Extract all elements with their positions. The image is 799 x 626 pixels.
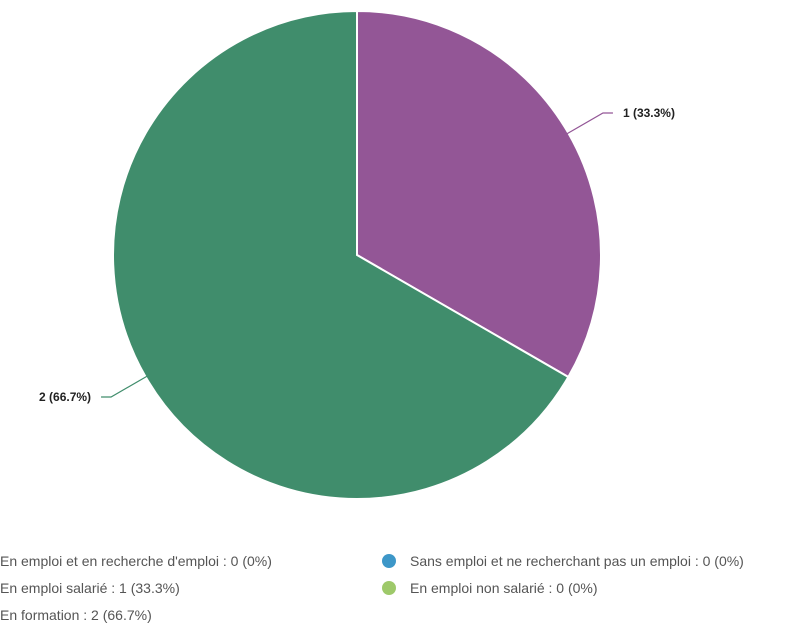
slice-leader-line [566, 112, 613, 135]
legend-item-en-recherche[interactable]: En emploi et en recherche d'emploi : 0 (… [0, 551, 272, 571]
slice-label: 1 (33.3%) [623, 106, 675, 120]
legend-swatch [382, 554, 396, 568]
legend-label: En formation : 2 (66.7%) [0, 607, 152, 623]
slice-leader-line [101, 375, 148, 398]
legend-label: En emploi non salarié : 0 (0%) [410, 580, 598, 596]
legend-swatch [382, 581, 396, 595]
pie-plot-area: 1 (33.3%) 2 (66.7%) [39, 9, 675, 500]
legend-item-salarie[interactable]: En emploi salarié : 1 (33.3%) [0, 578, 180, 598]
legend-label: En emploi salarié : 1 (33.3%) [0, 580, 180, 596]
legend-label: Sans emploi et ne recherchant pas un emp… [410, 553, 744, 569]
slice-label: 2 (66.7%) [39, 390, 91, 404]
legend-label: En emploi et en recherche d'emploi : 0 (… [0, 553, 272, 569]
legend-item-formation[interactable]: En formation : 2 (66.7%) [0, 605, 152, 625]
legend-item-non-salarie[interactable]: En emploi non salarié : 0 (0%) [382, 578, 598, 598]
legend-item-sans-emploi[interactable]: Sans emploi et ne recherchant pas un emp… [382, 551, 744, 571]
